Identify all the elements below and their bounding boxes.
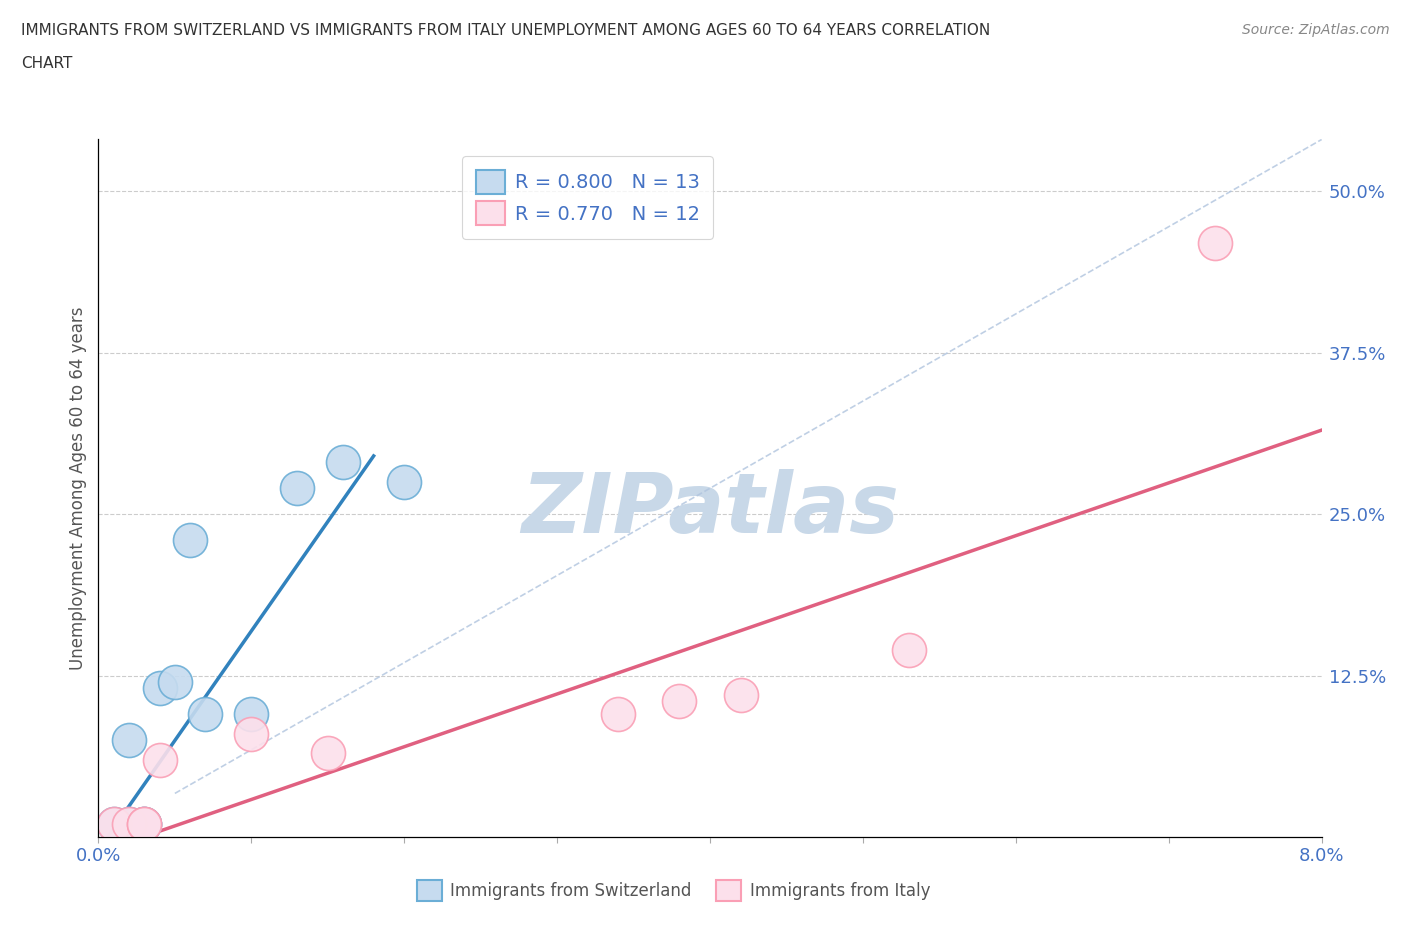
Point bbox=[118, 817, 141, 831]
Point bbox=[1204, 235, 1226, 250]
Point bbox=[134, 817, 156, 831]
Point bbox=[607, 707, 630, 722]
Point bbox=[134, 817, 156, 831]
Point bbox=[285, 481, 308, 496]
Point bbox=[668, 694, 690, 709]
Point bbox=[179, 533, 201, 548]
Point bbox=[134, 817, 156, 831]
Point bbox=[103, 817, 125, 831]
Point bbox=[730, 687, 752, 702]
Y-axis label: Unemployment Among Ages 60 to 64 years: Unemployment Among Ages 60 to 64 years bbox=[69, 307, 87, 670]
Point bbox=[149, 681, 172, 696]
Text: IMMIGRANTS FROM SWITZERLAND VS IMMIGRANTS FROM ITALY UNEMPLOYMENT AMONG AGES 60 : IMMIGRANTS FROM SWITZERLAND VS IMMIGRANT… bbox=[21, 23, 990, 38]
Point bbox=[163, 674, 186, 689]
Point bbox=[103, 817, 125, 831]
Point bbox=[332, 455, 354, 470]
Point bbox=[316, 746, 339, 761]
Point bbox=[118, 817, 141, 831]
Text: Source: ZipAtlas.com: Source: ZipAtlas.com bbox=[1241, 23, 1389, 37]
Legend: Immigrants from Switzerland, Immigrants from Italy: Immigrants from Switzerland, Immigrants … bbox=[408, 872, 938, 909]
Point bbox=[392, 474, 416, 489]
Point bbox=[240, 726, 263, 741]
Point bbox=[194, 707, 217, 722]
Point bbox=[149, 752, 172, 767]
Text: ZIPatlas: ZIPatlas bbox=[522, 469, 898, 550]
Text: CHART: CHART bbox=[21, 56, 73, 71]
Point bbox=[240, 707, 263, 722]
Point bbox=[134, 817, 156, 831]
Point bbox=[118, 733, 141, 748]
Point bbox=[897, 643, 920, 658]
